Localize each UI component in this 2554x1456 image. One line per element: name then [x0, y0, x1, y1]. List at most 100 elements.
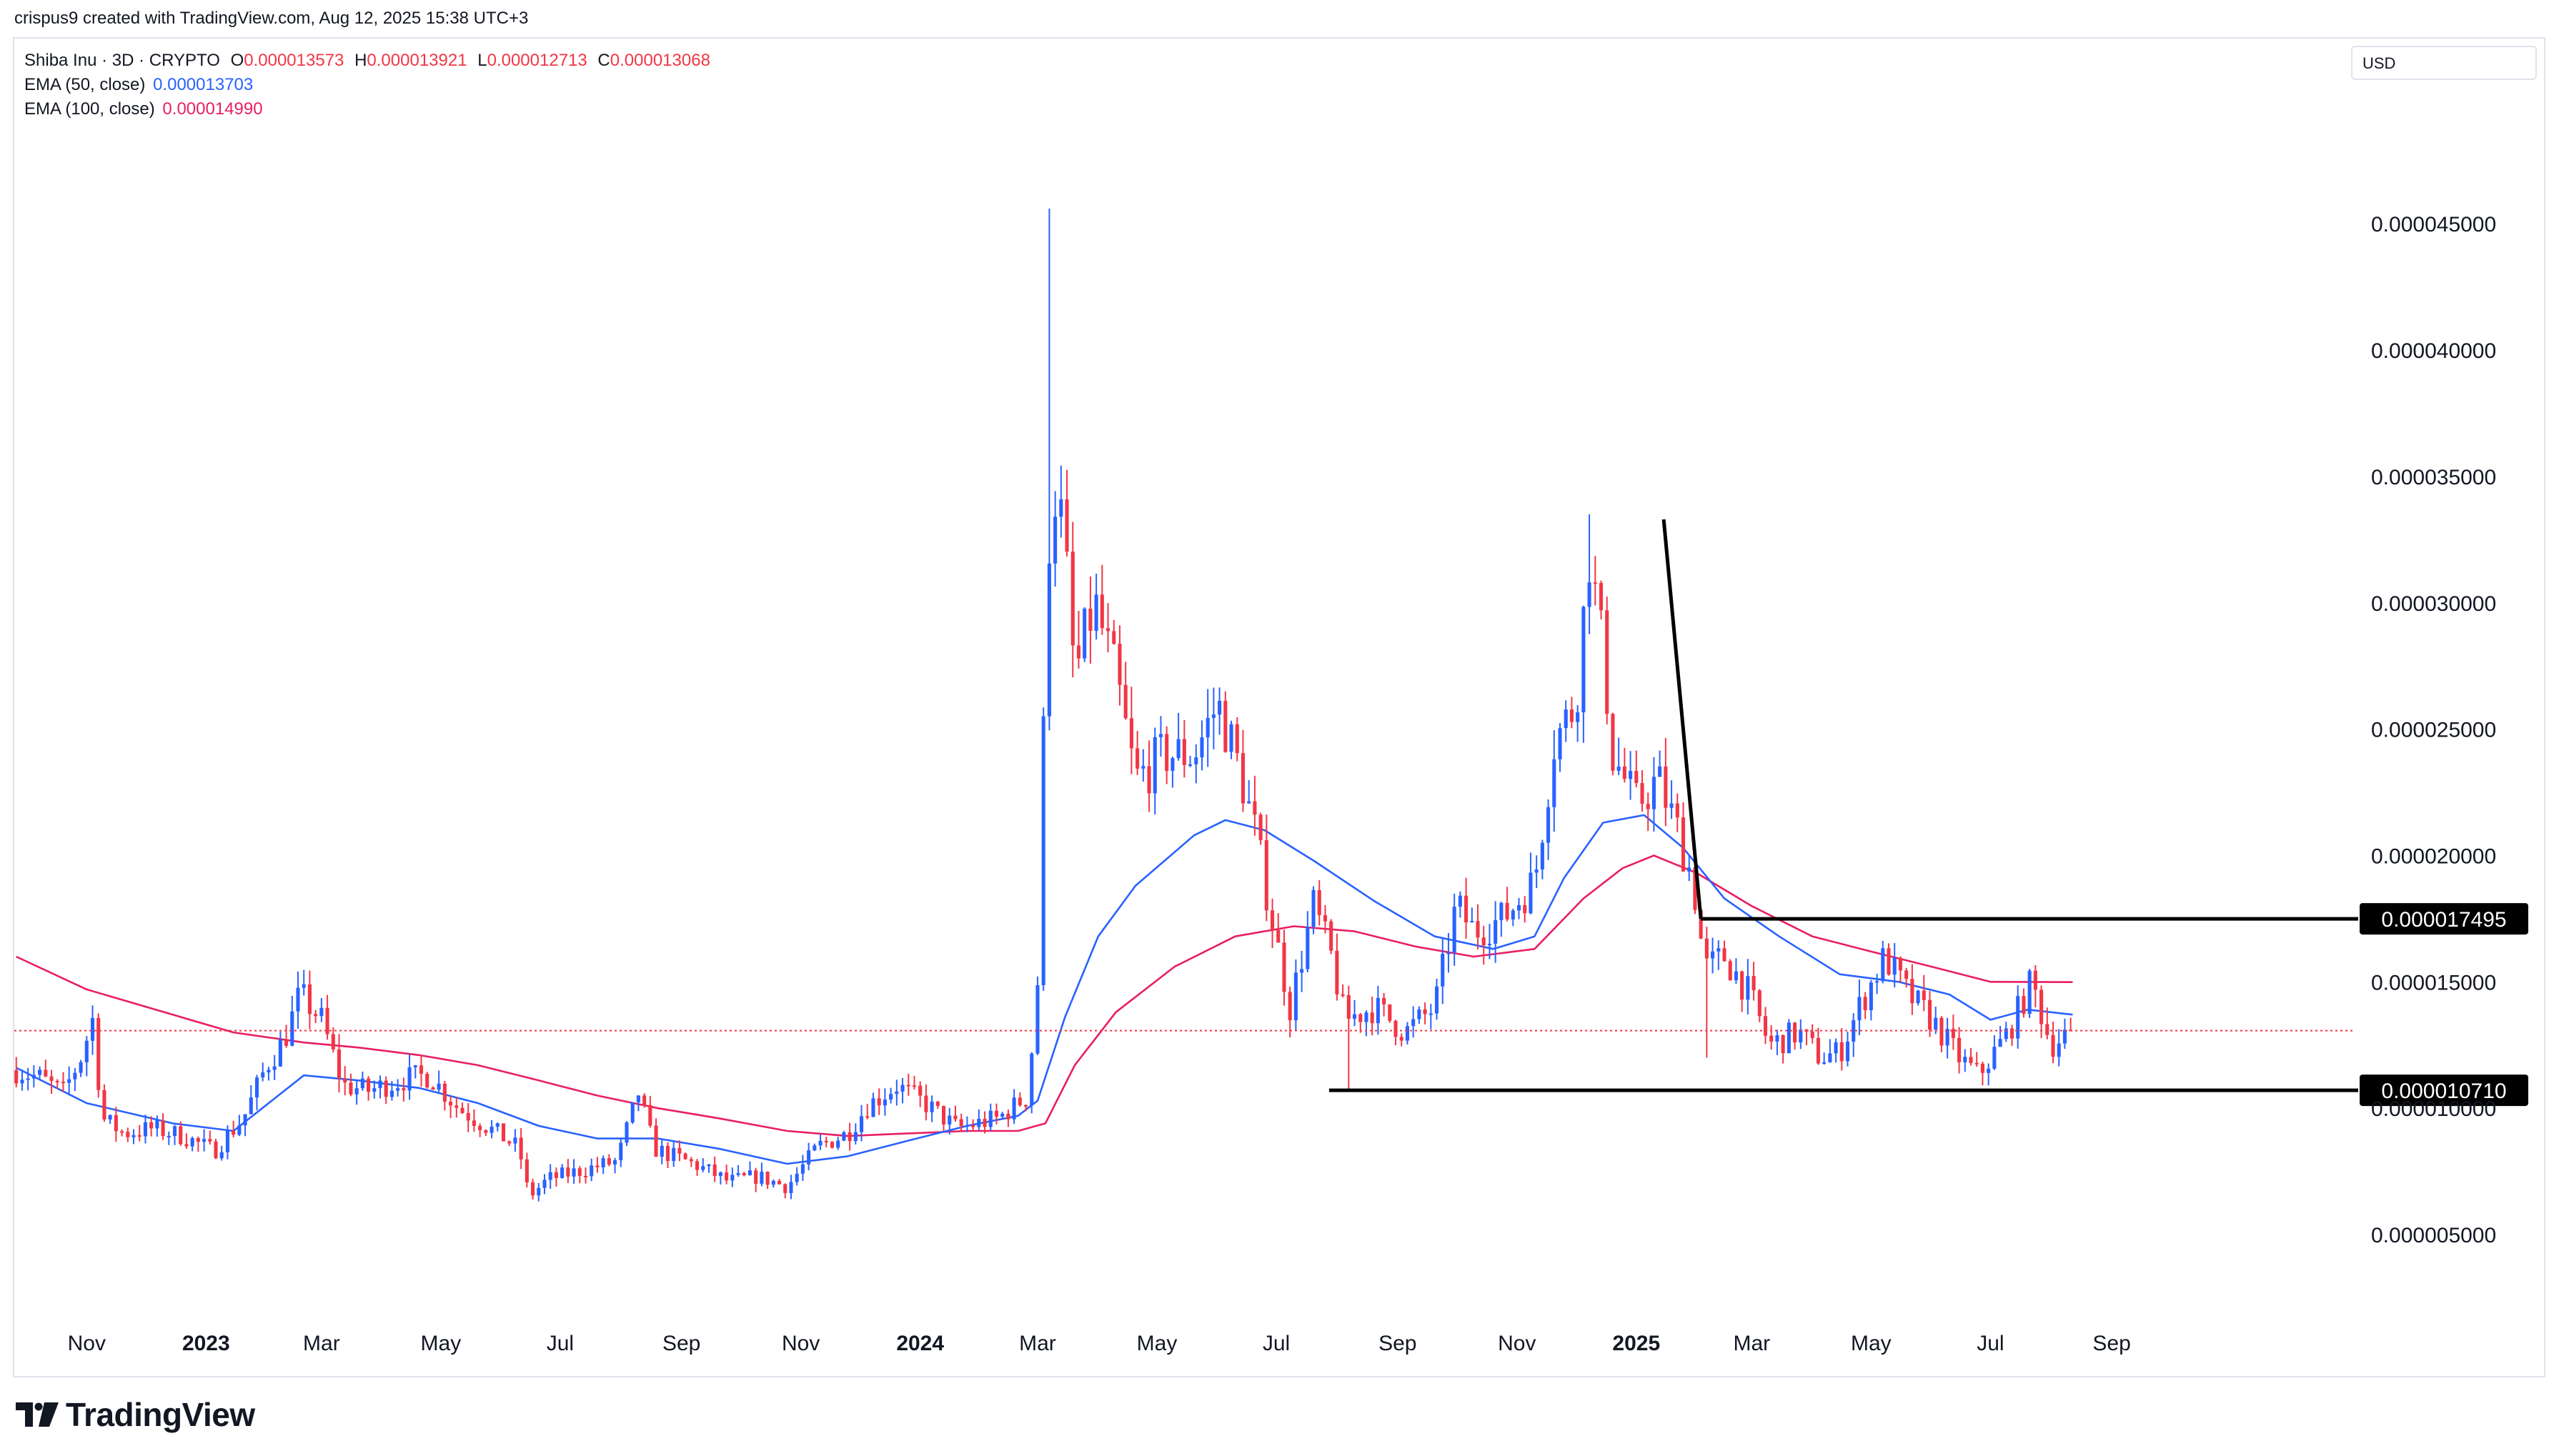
x-tick-label: 2023	[182, 1332, 230, 1355]
candle-body	[1969, 1057, 1973, 1063]
candle-body	[1728, 961, 1732, 981]
candle-body	[1593, 582, 1597, 584]
candle-body	[601, 1158, 605, 1167]
currency-selector[interactable]: USD	[2351, 46, 2537, 80]
candle-body	[971, 1125, 975, 1127]
chart-frame[interactable]	[13, 37, 2545, 1377]
candle-body	[1599, 582, 1604, 611]
candle-body	[1405, 1026, 1409, 1041]
candle-body	[948, 1115, 952, 1125]
candle-body	[507, 1141, 512, 1144]
candle-body	[771, 1180, 775, 1185]
trendline[interactable]	[1661, 519, 1703, 919]
candle-body	[96, 1017, 101, 1090]
candle-body	[760, 1172, 764, 1184]
candle-body	[1358, 1014, 1363, 1022]
candle-body	[1423, 1009, 1427, 1014]
candle-body	[965, 1125, 969, 1127]
candle-body	[1963, 1057, 1967, 1062]
candle-body	[942, 1105, 946, 1125]
legend-high-value: 0.000013921	[367, 51, 467, 70]
candle-body	[1622, 766, 1626, 779]
candle-body	[1704, 938, 1709, 959]
x-tick-label: May	[1137, 1332, 1178, 1355]
candle-body	[665, 1145, 670, 1162]
candle-body	[1505, 902, 1509, 919]
candle-body	[1998, 1039, 2002, 1047]
candle-body	[38, 1069, 42, 1075]
candle-body	[1288, 992, 1292, 1021]
candle-body	[1182, 739, 1186, 765]
candle-body	[1564, 709, 1568, 729]
candle-body	[607, 1158, 611, 1165]
candle-body	[613, 1160, 617, 1165]
candle-body	[636, 1095, 640, 1102]
legend-ema100-row[interactable]: EMA (100, close) 0.000014990	[24, 97, 710, 121]
candle-body	[1939, 1017, 1944, 1046]
candle-body	[860, 1116, 864, 1132]
x-tick-label: Nov	[68, 1332, 106, 1355]
candle-body	[1147, 766, 1151, 794]
legend-symbol[interactable]: Shiba Inu · 3D · CRYPTO	[24, 51, 220, 70]
candle-body	[90, 1017, 95, 1041]
candle-body	[278, 1039, 282, 1067]
candle-body	[1270, 910, 1275, 930]
candle-body	[343, 1078, 347, 1083]
legend-high-key: H	[354, 51, 367, 70]
candle-body	[754, 1170, 758, 1184]
candle-body	[1229, 724, 1233, 752]
candle-body	[1869, 982, 1873, 1011]
candle-body	[1136, 748, 1140, 769]
candle-body	[44, 1069, 48, 1077]
candle-body	[1558, 728, 1562, 759]
candle-body	[1875, 981, 1879, 983]
candle-body	[537, 1187, 541, 1196]
candle-body	[1857, 997, 1862, 1021]
candle-body	[1171, 758, 1175, 772]
candle-body	[431, 1087, 435, 1090]
candle-body	[490, 1126, 494, 1133]
candle-body	[1376, 997, 1380, 1024]
candle-body	[865, 1116, 870, 1118]
candle-body	[1047, 563, 1051, 717]
candle-body	[319, 1007, 324, 1017]
candle-body	[830, 1142, 835, 1148]
candles-layer	[14, 208, 2073, 1202]
candle-body	[577, 1168, 582, 1176]
candle-body	[1787, 1022, 1791, 1054]
candle-body	[2045, 1024, 2049, 1035]
candle-body	[79, 1062, 83, 1073]
candle-body	[1799, 1029, 1803, 1043]
candle-body	[349, 1082, 353, 1095]
horizontal-level-label: 0.000017495	[2381, 908, 2506, 932]
tradingview-logo[interactable]: TradingView	[16, 1393, 255, 1436]
y-tick-label: 0.000025000	[2371, 719, 2496, 742]
candle-body	[924, 1095, 928, 1112]
candle-body	[232, 1131, 236, 1135]
candle-body	[1282, 942, 1286, 992]
candle-body	[1329, 921, 1333, 951]
candle-body	[1916, 990, 1920, 1004]
candle-body	[84, 1040, 89, 1062]
candle-body	[1987, 1068, 1991, 1073]
legend-ema50-value: 0.000013703	[153, 75, 254, 94]
candle-body	[184, 1144, 189, 1147]
candle-body	[1276, 929, 1281, 943]
candle-body	[1123, 684, 1128, 719]
candle-body	[14, 1070, 19, 1084]
candle-body	[202, 1139, 207, 1142]
candle-body	[1158, 734, 1163, 737]
candle-body	[1393, 1020, 1398, 1037]
candle-body	[1581, 607, 1586, 713]
candle-body	[372, 1088, 377, 1092]
candle-body	[472, 1120, 476, 1126]
candle-body	[701, 1166, 705, 1170]
legend-ema50-label: EMA (50, close)	[24, 75, 146, 94]
candle-body	[495, 1123, 500, 1127]
candle-body	[883, 1100, 887, 1106]
candle-body	[437, 1083, 441, 1090]
legend-ema50-row[interactable]: EMA (50, close) 0.000013703	[24, 73, 710, 97]
candle-body	[1734, 971, 1738, 981]
candle-body	[1552, 759, 1556, 807]
